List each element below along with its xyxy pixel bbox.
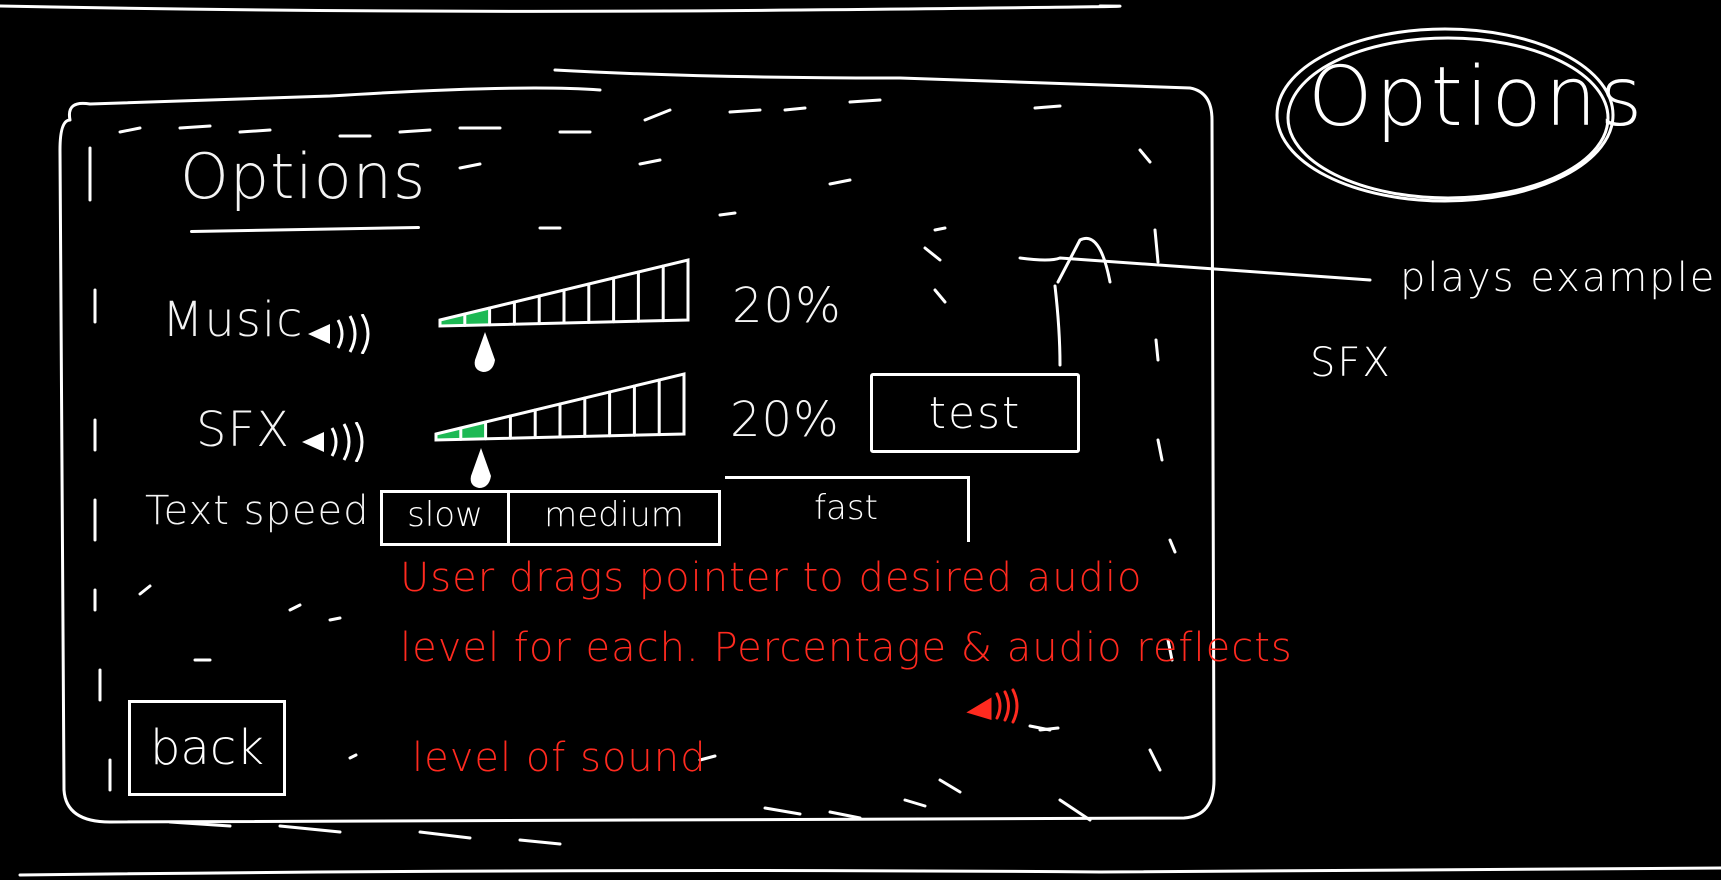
sfx-speaker-icon (302, 422, 364, 462)
slider-outline (438, 258, 690, 328)
music-label: Music (162, 292, 304, 348)
music-slider-track (438, 258, 690, 328)
music-slider-ticks (438, 258, 690, 328)
note-line-2: level for each. Percentage & audio refle… (400, 625, 1293, 671)
text-speed-medium-button[interactable]: medium (507, 490, 721, 546)
music-speaker-icon (308, 314, 370, 354)
music-volume-slider[interactable] (438, 258, 690, 338)
note-line-3: level of sound (412, 735, 707, 781)
annotation-line-2: SFX (1310, 340, 1392, 386)
slider-outline (434, 372, 686, 442)
sfx-slider-ticks (434, 372, 686, 442)
sfx-slider-track (434, 372, 686, 442)
music-percent: 20% (732, 278, 842, 334)
note-line-1: User drags pointer to desired audio (400, 555, 1143, 601)
sfx-label: SFX (196, 402, 290, 458)
page-title: Options (180, 140, 427, 213)
annotation-line-1: plays example (1400, 255, 1717, 301)
side-title-circle (1275, 27, 1615, 203)
sfx-slider-pointer[interactable] (467, 446, 495, 492)
text-speed-label: Text speed (145, 488, 370, 534)
music-slider-pointer[interactable] (471, 330, 499, 376)
sfx-volume-slider[interactable] (434, 372, 686, 452)
text-speed-slow-button[interactable]: slow (380, 490, 510, 546)
text-speed-fast-button[interactable]: fast (725, 476, 970, 542)
back-button[interactable]: back (128, 700, 286, 796)
sfx-percent: 20% (730, 392, 840, 448)
side-title-callout: Options (1270, 20, 1642, 220)
test-sfx-button[interactable]: test (870, 373, 1080, 453)
text-speed-selector: slow medium fast (380, 476, 970, 546)
side-title: Options (1308, 50, 1646, 145)
